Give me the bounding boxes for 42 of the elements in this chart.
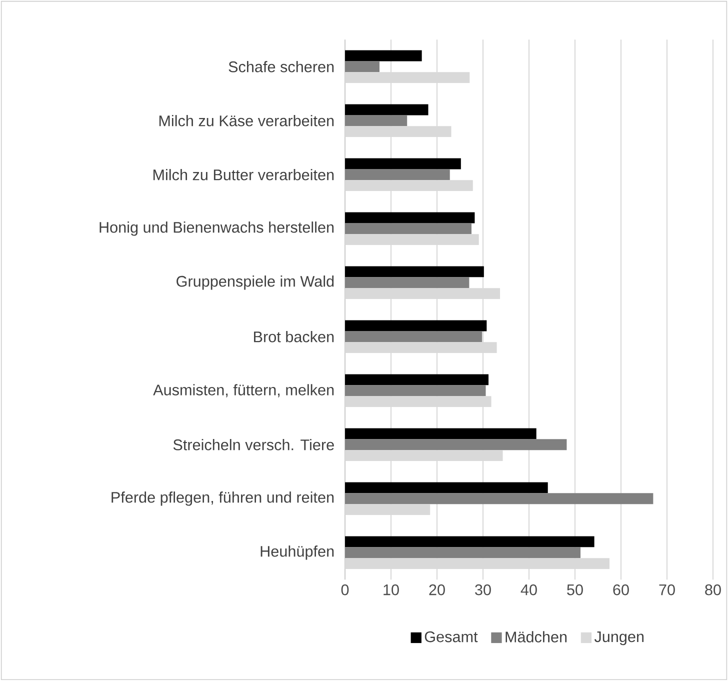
y-tick-label: Schafe scheren [228,61,334,72]
x-tick-label: 50 [567,584,583,596]
bar [345,385,486,396]
y-tick-label: Gruppenspiele im Wald [176,276,334,290]
bar [345,158,461,170]
x-tick-label: 0 [341,584,349,596]
bar [345,277,470,288]
bar [345,169,450,180]
x-tick-label: 10 [384,584,399,596]
bar [345,104,428,116]
y-tick-label: Heuhüpfen [260,546,334,560]
bar [345,61,380,72]
y-tick-label: Ausmisten, füttern, melken [153,384,334,398]
y-tick-label: Milch zu Käse verarbeiten [159,115,334,126]
legend-label: Jungen [594,631,644,646]
bar [345,536,594,548]
bar [345,50,422,62]
bar [345,223,472,234]
legend-label: Gesamt [424,631,478,642]
x-tick-label: 70 [659,584,675,596]
bar [345,439,567,450]
bar [345,320,487,332]
bar [345,212,475,224]
x-tick-label: 80 [705,584,721,596]
bar [345,115,408,126]
y-tick-label: Brot backen [254,331,334,342]
bar [345,266,484,278]
x-tick-label: 30 [475,584,491,596]
y-tick-label: Pferde pflegen, führen und reiten [112,492,334,506]
y-tick-label: Honig und Bienenwachs herstellen [100,222,334,236]
bar [345,547,581,558]
y-tick-label: Milch zu Butter verarbeiten [153,169,334,180]
y-tick-label: Streicheln versch. Tiere [173,439,334,450]
bar [345,482,548,494]
bar [345,331,482,342]
x-tick-label: 20 [429,584,445,596]
bar [345,493,654,504]
bar [345,428,536,440]
bar [345,374,489,386]
legend-label: Mädchen [506,631,567,642]
x-tick-label: 40 [520,584,537,596]
x-tick-label: 60 [613,584,629,596]
